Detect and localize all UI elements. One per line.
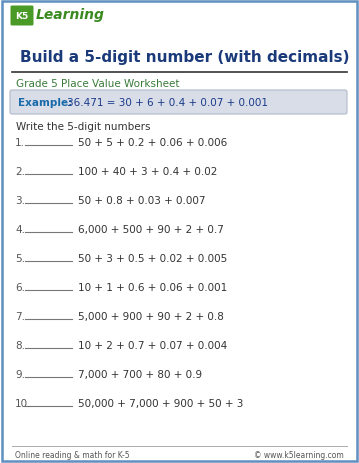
Text: Build a 5-digit number (with decimals): Build a 5-digit number (with decimals) (20, 50, 350, 65)
Text: 4.: 4. (15, 225, 25, 234)
Text: 7,000 + 700 + 80 + 0.9: 7,000 + 700 + 80 + 0.9 (78, 369, 202, 379)
Text: Example:: Example: (18, 98, 72, 108)
Text: Grade 5 Place Value Worksheet: Grade 5 Place Value Worksheet (16, 79, 180, 89)
Text: 50 + 3 + 0.5 + 0.02 + 0.005: 50 + 3 + 0.5 + 0.02 + 0.005 (78, 253, 227, 263)
Text: 50 + 5 + 0.2 + 0.06 + 0.006: 50 + 5 + 0.2 + 0.06 + 0.006 (78, 138, 227, 148)
Text: 8.: 8. (15, 340, 25, 350)
Text: 50,000 + 7,000 + 900 + 50 + 3: 50,000 + 7,000 + 900 + 50 + 3 (78, 398, 243, 408)
Text: 6.: 6. (15, 282, 25, 292)
Text: © www.k5learning.com: © www.k5learning.com (254, 450, 344, 459)
Text: 6,000 + 500 + 90 + 2 + 0.7: 6,000 + 500 + 90 + 2 + 0.7 (78, 225, 224, 234)
Text: Write the 5-digit numbers: Write the 5-digit numbers (16, 122, 150, 131)
Text: 100 + 40 + 3 + 0.4 + 0.02: 100 + 40 + 3 + 0.4 + 0.02 (78, 167, 218, 176)
Text: Learning: Learning (36, 8, 105, 22)
Text: K5: K5 (15, 12, 29, 21)
Text: 36.471 = 30 + 6 + 0.4 + 0.07 + 0.001: 36.471 = 30 + 6 + 0.4 + 0.07 + 0.001 (67, 98, 268, 108)
Text: 3.: 3. (15, 195, 25, 206)
Text: 10.: 10. (15, 398, 32, 408)
FancyBboxPatch shape (10, 91, 347, 115)
Text: Online reading & math for K-5: Online reading & math for K-5 (15, 450, 130, 459)
Text: 10 + 1 + 0.6 + 0.06 + 0.001: 10 + 1 + 0.6 + 0.06 + 0.001 (78, 282, 227, 292)
Text: 50 + 0.8 + 0.03 + 0.007: 50 + 0.8 + 0.03 + 0.007 (78, 195, 205, 206)
Text: 1.: 1. (15, 138, 25, 148)
Text: 10 + 2 + 0.7 + 0.07 + 0.004: 10 + 2 + 0.7 + 0.07 + 0.004 (78, 340, 227, 350)
Text: 2.: 2. (15, 167, 25, 176)
Text: 9.: 9. (15, 369, 25, 379)
Text: 5,000 + 900 + 90 + 2 + 0.8: 5,000 + 900 + 90 + 2 + 0.8 (78, 311, 224, 321)
FancyBboxPatch shape (10, 6, 33, 26)
Text: 7.: 7. (15, 311, 25, 321)
Text: 5.: 5. (15, 253, 25, 263)
